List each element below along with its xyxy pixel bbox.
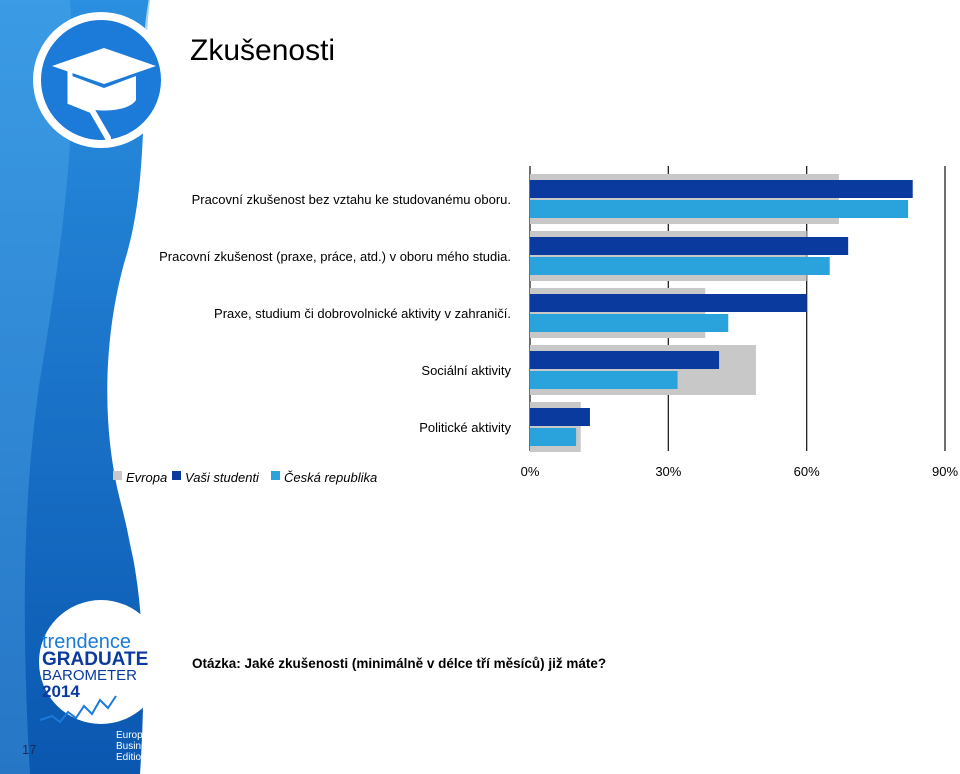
bar-vasi-studenti (530, 180, 913, 198)
side-band-light (0, 0, 73, 774)
svg-text:BAROMETER: BAROMETER (42, 667, 137, 684)
tick-label: 30% (655, 464, 681, 479)
svg-text:2014: 2014 (42, 682, 80, 701)
bar-vasi-studenti (530, 408, 590, 426)
category-label: Pracovní zkušenost bez vztahu ke studova… (192, 192, 511, 207)
legend-label: Vaši studenti (185, 470, 260, 485)
legend-swatch (172, 471, 181, 480)
svg-text:trendence: trendence (42, 631, 131, 653)
side-band (0, 0, 150, 774)
category-label: Sociální aktivity (421, 363, 511, 378)
legend-label: Česká republika (284, 470, 377, 485)
bar-vasi-studenti (530, 294, 807, 312)
graduation-cap-icon (33, 12, 169, 148)
tick-label: 90% (932, 464, 958, 479)
legend-label: Evropa (126, 470, 167, 485)
tick-label: 0% (521, 464, 540, 479)
tick-label: 60% (794, 464, 820, 479)
bar-ceska-republika (530, 200, 909, 218)
page-number: 17 (22, 742, 37, 757)
question-text: Otázka: Jaké zkušenosti (minimálně v dél… (192, 656, 607, 671)
svg-text:GRADUATE: GRADUATE (42, 649, 148, 670)
svg-text:Edition: Edition (116, 752, 147, 763)
bar-ceska-republika (530, 428, 577, 446)
bar-ceska-republika (530, 314, 729, 332)
x-axis-ticks: 0% 30% 60% 90% (521, 464, 959, 479)
bar-vasi-studenti (530, 351, 720, 369)
category-label: Pracovní zkušenost (praxe, práce, atd.) … (159, 249, 511, 264)
svg-text:European: European (116, 730, 159, 741)
legend-swatch (113, 471, 122, 480)
svg-text:Business: Business (116, 741, 157, 752)
bar-ceska-republika (530, 257, 830, 275)
category-labels: Pracovní zkušenost bez vztahu ke studova… (159, 192, 511, 435)
bar-ceska-republika (530, 371, 678, 389)
barometer-logo: trendence GRADUATE BAROMETER 2014 Europe… (39, 600, 163, 763)
category-label: Politické aktivity (419, 420, 511, 435)
bar-vasi-studenti (530, 237, 849, 255)
legend: Evropa Vaši studenti Česká republika (113, 470, 377, 485)
category-label: Praxe, studium či dobrovolnické aktivity… (214, 306, 511, 321)
slide-title: Zkušenosti (190, 34, 336, 67)
bars (530, 174, 913, 452)
legend-swatch (271, 471, 280, 480)
